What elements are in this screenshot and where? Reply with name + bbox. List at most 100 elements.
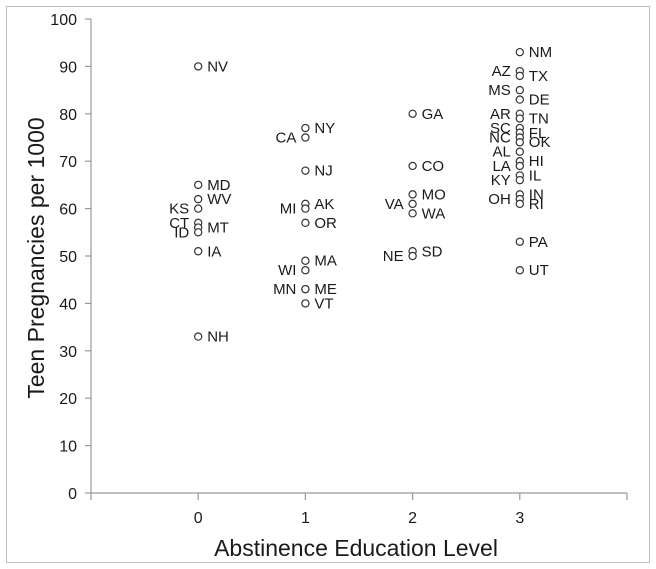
data-point-ia: IA: [193, 243, 221, 260]
point-label: RI: [529, 196, 544, 213]
point-marker: [515, 237, 525, 246]
data-point-md: MD: [193, 177, 231, 194]
point-label: OK: [529, 134, 551, 151]
data-point-ut: UT: [515, 262, 549, 279]
point-label: UT: [529, 262, 549, 279]
x-tick-label: 1: [301, 510, 310, 527]
x-axis-ticks: 0 1 2 3: [90, 493, 628, 527]
point-marker: [408, 161, 417, 171]
data-point-wa: WA: [408, 205, 446, 222]
point-label: ID: [174, 224, 189, 241]
point-label: MS: [488, 82, 511, 99]
point-label: VA: [385, 196, 404, 213]
point-label: SD: [422, 243, 443, 260]
data-point-nm: NM: [515, 44, 552, 61]
point-marker: [193, 228, 203, 237]
point-label: NY: [314, 120, 335, 137]
point-marker: [515, 175, 525, 185]
point-marker: [515, 161, 525, 171]
point-label: MN: [273, 281, 296, 298]
data-point-ms: MS: [488, 82, 525, 99]
point-label: TX: [529, 68, 548, 85]
point-marker: [408, 199, 417, 209]
point-marker: [515, 114, 525, 123]
point-label: NM: [529, 44, 552, 61]
point-marker: [515, 71, 525, 81]
data-point-mo: MO: [408, 186, 446, 203]
data-point-co: CO: [408, 158, 444, 175]
point-marker: [193, 332, 203, 341]
y-axis-title: Teen Pregnancies per 1000: [23, 117, 49, 398]
x-tick-label: 3: [515, 510, 524, 527]
point-marker: [515, 47, 525, 57]
data-point-id: ID: [174, 224, 203, 241]
point-label: IN: [529, 186, 544, 203]
data-point-ca: CA: [276, 130, 310, 147]
point-label: MA: [314, 253, 337, 270]
chart-frame: [6, 6, 650, 563]
data-point-vt: VT: [301, 295, 334, 312]
point-marker: [301, 256, 310, 265]
point-marker: [515, 85, 525, 95]
axes: [90, 19, 627, 494]
point-marker: [193, 180, 203, 190]
point-marker: [301, 204, 310, 213]
point-label: AZ: [492, 63, 511, 80]
point-label: KS: [169, 201, 189, 218]
point-marker: [515, 138, 525, 147]
point-marker: [515, 147, 525, 156]
data-point-ok: OK: [515, 134, 551, 151]
point-label: TN: [529, 111, 549, 128]
data-point-la: LA: [492, 158, 525, 175]
data-point-or: OR: [301, 215, 337, 232]
point-label: WA: [422, 205, 446, 222]
point-label: VT: [314, 295, 333, 312]
point-label: NH: [207, 329, 229, 346]
point-label: IA: [207, 243, 221, 260]
y-tick-label: 60: [59, 202, 77, 219]
data-point-mn: MN: [273, 281, 310, 298]
y-tick-label: 40: [59, 296, 77, 313]
data-point-va: VA: [385, 196, 417, 213]
y-tick-label: 70: [59, 154, 77, 171]
y-tick-label: 10: [59, 439, 77, 456]
data-point-ma: MA: [301, 253, 337, 270]
point-marker: [408, 209, 417, 218]
point-label: NJ: [314, 163, 332, 180]
point-marker: [408, 190, 417, 199]
point-marker: [193, 204, 203, 213]
point-marker: [301, 133, 310, 142]
point-marker: [193, 62, 203, 71]
point-label: ME: [314, 281, 337, 298]
y-tick-label: 90: [59, 59, 77, 76]
point-marker: [193, 194, 203, 204]
data-point-ne: NE: [383, 248, 417, 265]
point-label: WI: [278, 262, 296, 279]
y-tick-label: 100: [50, 12, 77, 29]
data-point-nj: NJ: [301, 163, 333, 180]
point-label: MT: [207, 220, 229, 237]
point-marker: [193, 247, 203, 256]
point-marker: [301, 284, 310, 294]
point-marker: [301, 123, 310, 133]
data-point-wi: WI: [278, 262, 310, 279]
y-tick-label: 50: [59, 249, 77, 266]
point-label: GA: [422, 106, 444, 123]
data-point-nh: NH: [193, 329, 229, 346]
data-point-pa: PA: [515, 234, 548, 251]
point-label: OH: [488, 191, 511, 208]
data-point-nv: NV: [193, 58, 228, 75]
point-marker: [301, 299, 310, 308]
point-label: MO: [422, 186, 446, 203]
point-label: NV: [207, 58, 228, 75]
point-marker: [301, 266, 310, 275]
point-label: NC: [489, 130, 511, 147]
x-axis-title: Abstinence Education Level: [214, 535, 498, 561]
data-point-ga: GA: [408, 106, 444, 123]
data-point-de: DE: [515, 92, 550, 109]
point-label: PA: [529, 234, 548, 251]
data-point-ks: KS: [169, 201, 203, 218]
point-marker: [301, 218, 310, 228]
